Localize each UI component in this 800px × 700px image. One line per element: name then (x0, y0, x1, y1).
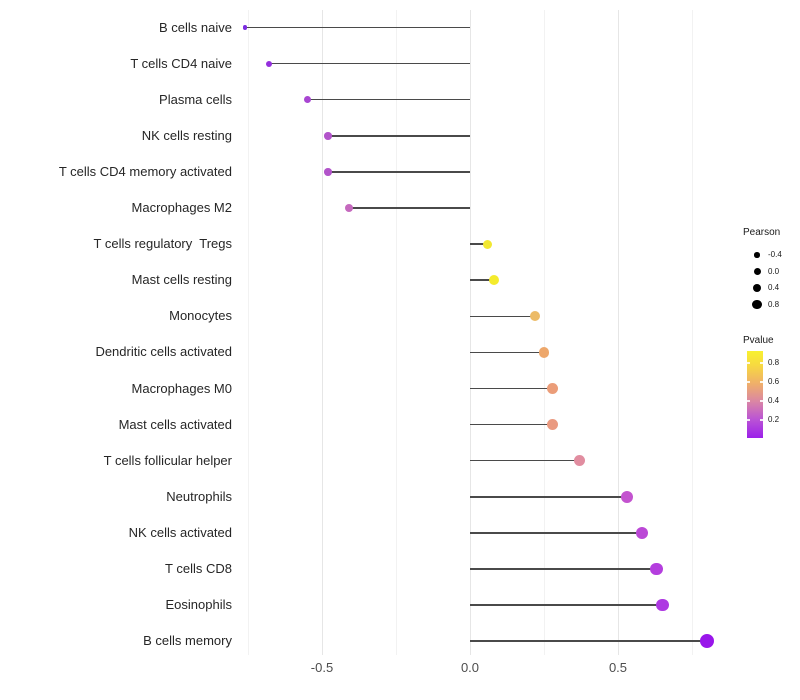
lollipop-dot (656, 598, 669, 612)
x-axis-tick-label: 0.5 (608, 660, 628, 675)
lollipop-dot (573, 454, 586, 467)
lollipop-stem (470, 279, 494, 281)
lollipop-stem (470, 351, 544, 354)
lollipop-dot (650, 562, 663, 576)
y-axis-label: T cells regulatory Tregs (93, 236, 232, 252)
size-legend-label: 0.0 (768, 266, 780, 276)
lollipop-dot (483, 239, 493, 249)
major-gridline (321, 10, 323, 655)
size-legend-dot (752, 299, 762, 310)
y-axis-label: Plasma cells (159, 91, 232, 107)
y-axis-label: T cells follicular helper (103, 452, 232, 468)
size-legend-title: Pearson (743, 227, 781, 238)
lollipop-stem (470, 640, 707, 642)
y-axis-label: Macrophages M2 (131, 200, 232, 215)
gradient-bar-tick (760, 400, 763, 402)
lollipop-stem (470, 496, 627, 498)
y-axis-label: NK cells activated (128, 524, 232, 540)
lollipop-stem (470, 568, 657, 570)
major-gridline (469, 10, 471, 655)
major-gridline (617, 10, 619, 655)
minor-gridline (543, 10, 545, 655)
size-legend-dot (753, 268, 761, 275)
minor-gridline (395, 10, 397, 655)
lollipop-stem (327, 171, 470, 173)
lollipop-dot (538, 347, 550, 358)
y-axis-label: Dendritic cells activated (95, 344, 232, 360)
lollipop-stem (470, 532, 642, 534)
pvalue-legend-label: 0.2 (768, 415, 780, 424)
gradient-bar-tick (747, 400, 750, 402)
minor-gridline (691, 10, 693, 655)
y-axis-label: Macrophages M0 (131, 380, 232, 396)
lollipop-stem (348, 207, 470, 209)
lollipop-stem (470, 387, 553, 390)
gradient-bar-tick (747, 362, 750, 364)
lollipop-dot (547, 419, 559, 431)
lollipop-stem (470, 604, 663, 606)
lollipop-stem (268, 62, 470, 65)
y-axis-label: Mast cells resting (131, 272, 232, 288)
lollipop-dot (635, 526, 648, 539)
lollipop-dot (344, 204, 353, 212)
size-legend-label: 0.4 (768, 283, 780, 292)
gradient-bar-tick (760, 419, 763, 421)
lollipop-dot (324, 168, 332, 176)
lollipop-dot (265, 60, 272, 67)
lollipop-stem (327, 135, 470, 137)
size-legend-label: 0.8 (768, 299, 780, 309)
x-axis-tick-label: 0.0 (460, 660, 480, 675)
y-axis-label: Neutrophils (166, 488, 232, 504)
gradient-bar-tick (747, 381, 750, 383)
y-axis-label: Mast cells activated (118, 416, 232, 432)
y-axis-label: T cells CD4 naive (130, 55, 232, 71)
y-axis-label: Monocytes (169, 308, 232, 324)
gradient-bar-tick (747, 419, 750, 421)
y-axis-label: B cells naive (159, 19, 232, 35)
lollipop-stem (470, 423, 553, 426)
minor-gridline (247, 10, 249, 655)
lollipop-stem (307, 98, 470, 101)
pvalue-legend-label: 0.6 (768, 377, 780, 386)
pvalue-gradient-bar (747, 351, 763, 438)
pvalue-legend-label: 0.4 (768, 396, 780, 405)
size-legend-label: -0.4 (768, 250, 782, 259)
y-axis-label: B cells memory (143, 633, 232, 649)
lollipop-stem (470, 459, 580, 462)
gradient-bar-tick (760, 381, 763, 383)
y-axis-label: T cells CD8 (165, 561, 232, 576)
lollipop-dot (530, 311, 541, 322)
lollipop-dot (303, 96, 311, 104)
plot-panel (237, 10, 727, 655)
lollipop-dot (242, 25, 248, 30)
y-axis-label: NK cells resting (141, 127, 232, 143)
lollipop-stem (245, 26, 470, 29)
size-legend-dot (754, 252, 760, 258)
lollipop-stem (470, 315, 536, 318)
lollipop-dot (547, 383, 559, 394)
lollipop-dot (324, 132, 332, 140)
y-axis-label: T cells CD4 memory activated (58, 163, 232, 179)
pvalue-legend-label: 0.8 (768, 358, 780, 367)
lollipop-dot (699, 634, 714, 649)
y-axis-label: Eosinophils (165, 597, 233, 613)
lollipop-stem (470, 243, 488, 245)
gradient-bar-tick (760, 362, 763, 364)
size-legend-dot (753, 284, 761, 292)
lollipop-dot (620, 490, 633, 503)
x-axis-tick-label: -0.5 (310, 660, 334, 675)
color-legend-title: Pvalue (743, 335, 774, 346)
lollipop-dot (488, 275, 499, 286)
